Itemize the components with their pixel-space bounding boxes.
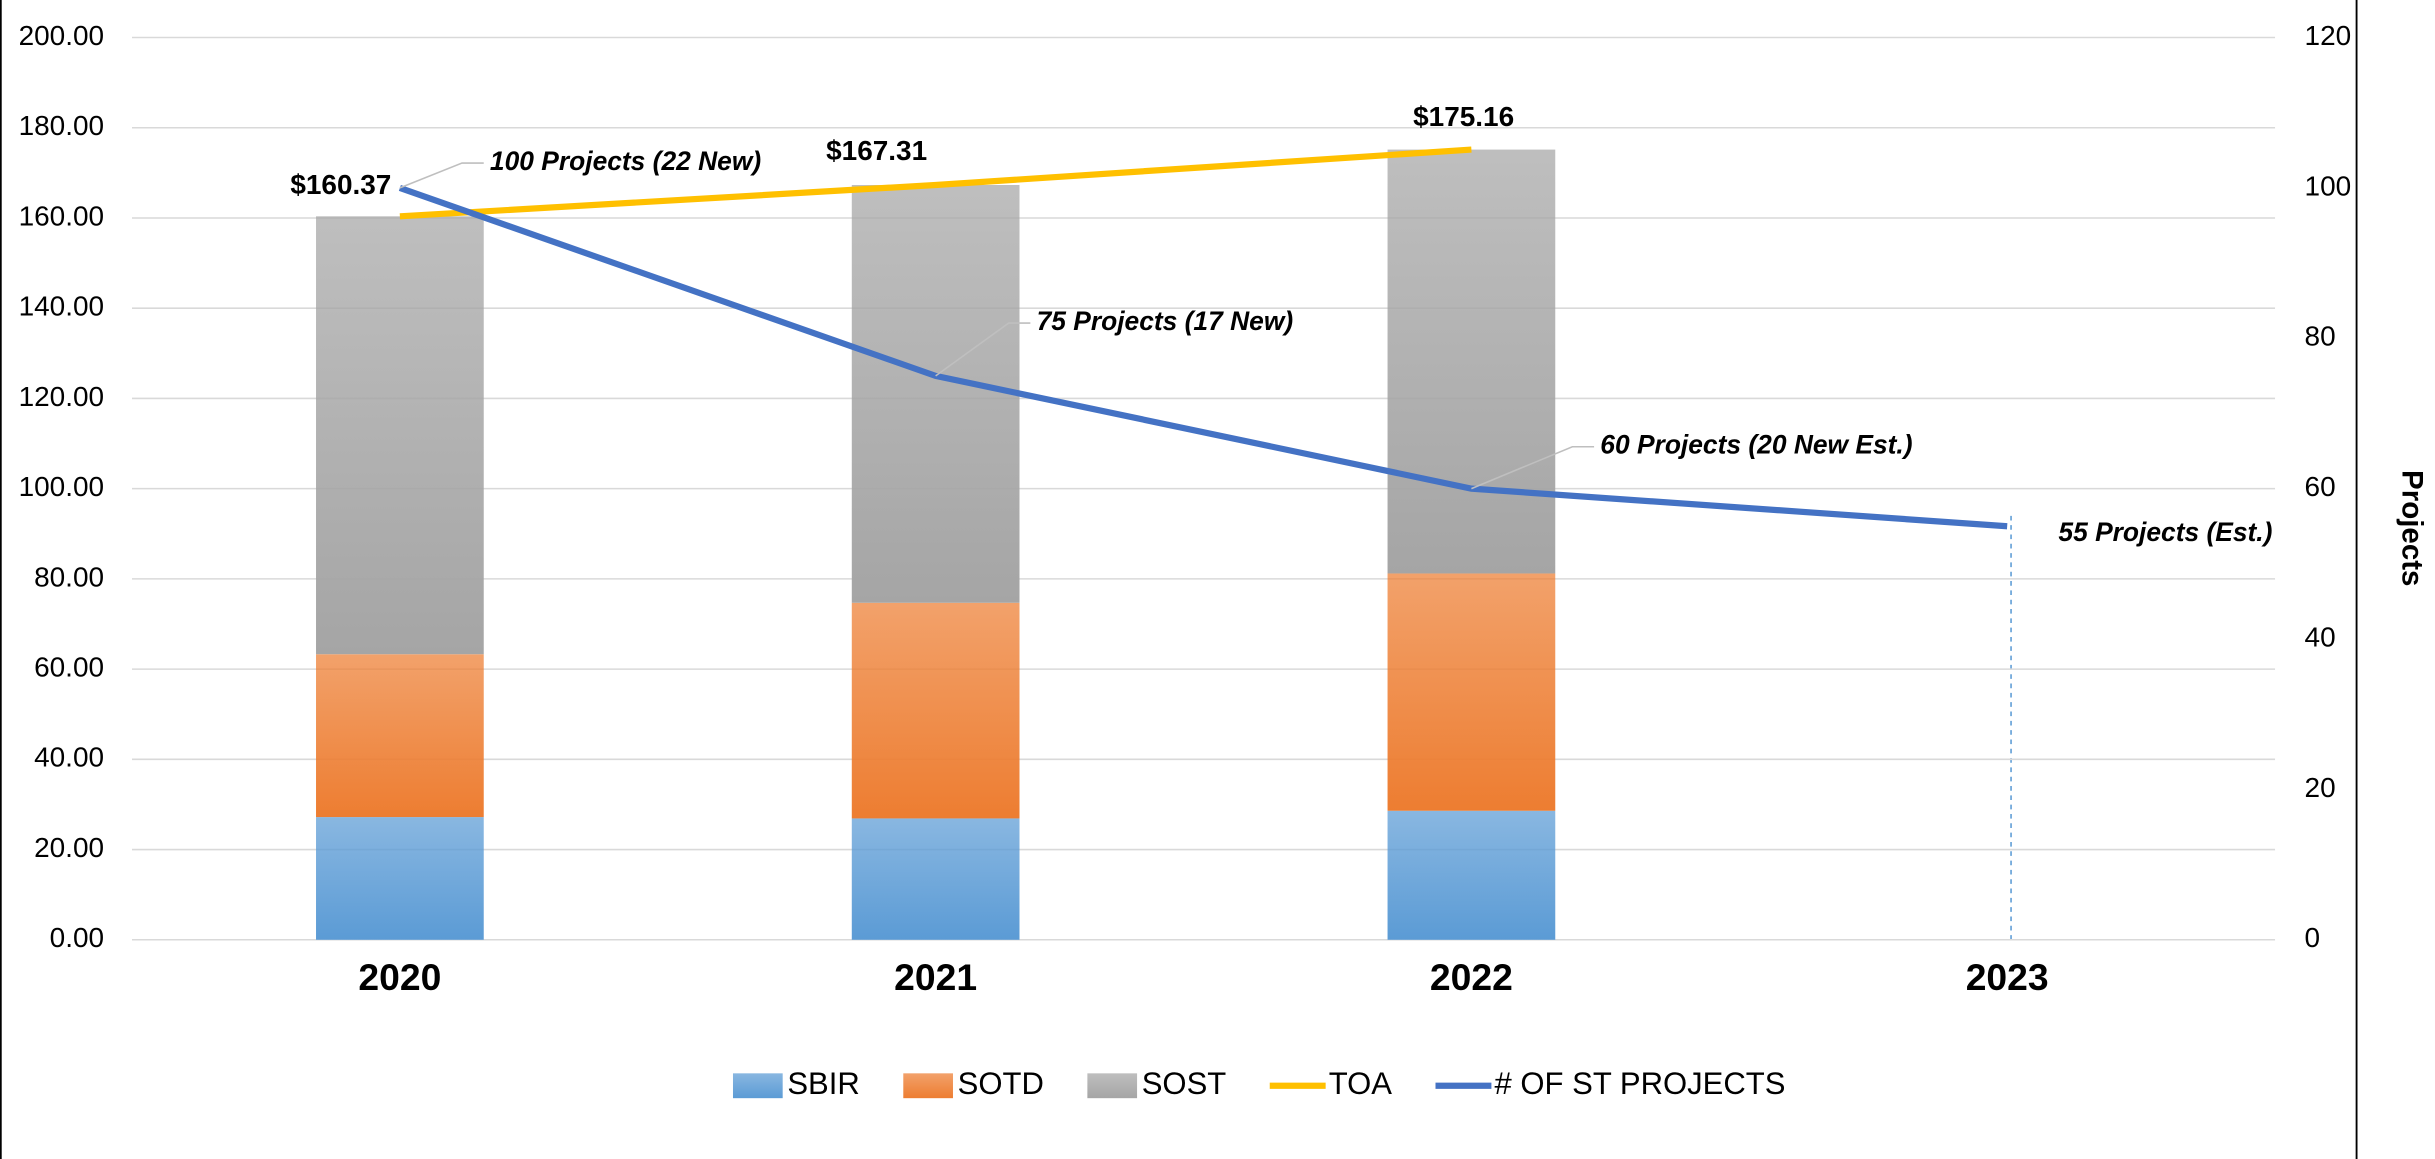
bar-segment <box>1387 149 1556 574</box>
legend-swatch <box>732 1073 783 1099</box>
y-tick-label: 160.00 <box>19 200 104 231</box>
bar-segment <box>1387 810 1556 940</box>
y2-tick-label: 60 <box>2305 471 2336 502</box>
legend-label: # OF ST PROJECTS <box>1495 1066 1786 1101</box>
leader-line <box>1471 445 1595 490</box>
bar-segment <box>851 184 1020 603</box>
y2-tick-label: 40 <box>2305 621 2336 652</box>
data-label: $160.37 <box>290 169 391 200</box>
x-tick-label: 2021 <box>894 956 977 998</box>
y-tick-label: 0.00 <box>50 922 104 953</box>
data-label: $167.31 <box>826 135 927 166</box>
y2-tick-label: 100 <box>2305 170 2352 201</box>
bar-segment <box>1387 573 1556 811</box>
y2-tick-label: 20 <box>2305 772 2336 803</box>
legend-label: SBIR <box>787 1066 859 1101</box>
y-tick-label: 60.00 <box>34 651 104 682</box>
x-tick-label: 2023 <box>1966 956 2049 998</box>
bar-segment <box>316 817 484 940</box>
legend-swatch <box>1087 1073 1138 1099</box>
y-tick-label: 80.00 <box>34 561 104 592</box>
y2-axis-title: Projects <box>2395 470 2428 586</box>
y-tick-label: 200.00 <box>19 20 104 51</box>
x-tick-label: 2020 <box>358 956 441 998</box>
line-series <box>398 184 2008 530</box>
y-tick-label: 40.00 <box>34 742 104 773</box>
y-tick-label: 20.00 <box>34 832 104 863</box>
y-tick-label: 100.00 <box>19 471 104 502</box>
leader-line <box>399 162 484 189</box>
bar-segment <box>316 216 484 655</box>
data-label: $175.16 <box>1413 101 1514 132</box>
y2-tick-label: 0 <box>2305 922 2321 953</box>
y-tick-label: 120.00 <box>19 381 104 412</box>
leader-line <box>935 322 1031 377</box>
x-tick-label: 2022 <box>1430 956 1513 998</box>
chart-frame <box>0 0 2358 1159</box>
data-label: 60 Projects (20 New Est.) <box>1600 430 1912 460</box>
legend-label: SOST <box>1142 1066 1227 1101</box>
data-label: 100 Projects (22 New) <box>490 146 761 176</box>
data-label: 55 Projects (Est.) <box>2058 517 2272 547</box>
y-tick-label: 140.00 <box>19 291 104 322</box>
bar-segment <box>851 818 1020 940</box>
bar-segment <box>316 654 484 818</box>
legend-label: SOTD <box>958 1066 1044 1101</box>
data-label: 75 Projects (17 New) <box>1037 306 1294 336</box>
line-series <box>399 146 1472 220</box>
y2-tick-label: 120 <box>2305 20 2352 51</box>
y2-tick-label: 80 <box>2305 321 2336 352</box>
y-tick-label: 180.00 <box>19 110 104 141</box>
bar-segment <box>851 602 1020 819</box>
legend-swatch <box>903 1073 953 1099</box>
legend-label: TOA <box>1329 1066 1393 1101</box>
